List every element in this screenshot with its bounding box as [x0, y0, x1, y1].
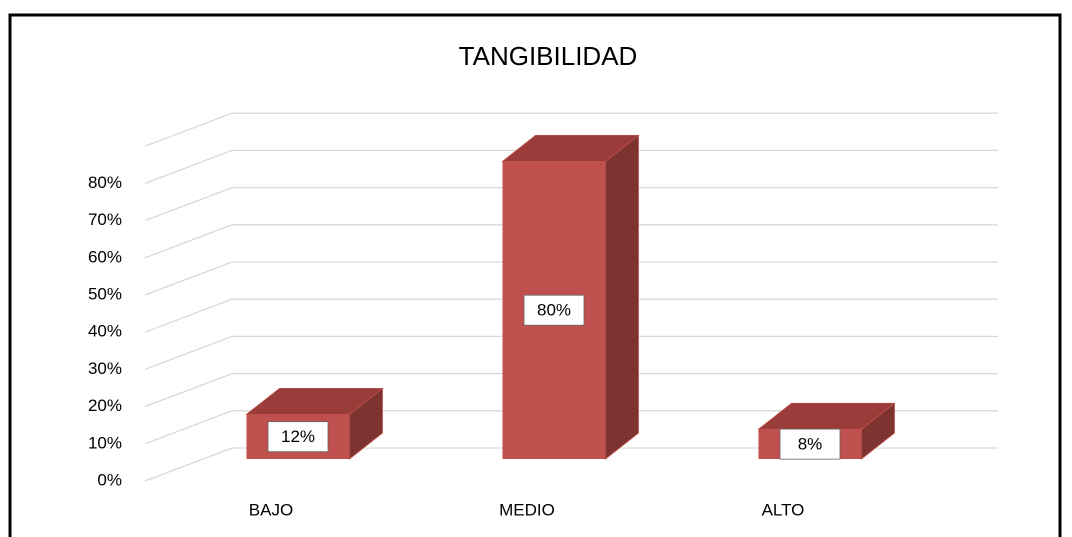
y-tick-label: 30%: [88, 359, 122, 378]
x-tick-label: BAJO: [249, 500, 293, 519]
value-label: 8%: [798, 435, 823, 454]
y-tick-label: 50%: [88, 284, 122, 303]
y-tick-label: 20%: [88, 396, 122, 415]
grid-line: [144, 224, 998, 259]
chart-frame: [8, 13, 1062, 537]
bar-side: [605, 134, 639, 460]
grid-line: [144, 261, 998, 296]
chart-title: TANGIBILIDAD: [459, 41, 638, 71]
value-label: 80%: [537, 301, 571, 320]
x-tick-label: MEDIO: [499, 500, 555, 519]
y-tick-label: 10%: [88, 433, 122, 452]
y-tick-label: 70%: [88, 210, 122, 229]
y-tick-label: 60%: [88, 247, 122, 266]
grid-line: [144, 112, 998, 147]
y-tick-label: 40%: [88, 322, 122, 341]
bar-top: [501, 135, 640, 162]
x-tick-label: ALTO: [762, 500, 805, 519]
bar-top: [245, 387, 384, 415]
grid-line: [144, 149, 998, 185]
y-tick-label: 0%: [97, 470, 122, 489]
value-label-box: [779, 428, 841, 460]
grid-line: [144, 298, 998, 333]
y-tick-label: 80%: [88, 173, 122, 192]
value-label-box: [267, 421, 329, 453]
grid-line: [144, 335, 998, 371]
grid-line: [144, 410, 998, 445]
grid-line: [144, 186, 998, 222]
value-label-box: [523, 294, 585, 326]
grid-line: [144, 372, 998, 408]
grid-line: [144, 447, 998, 482]
value-label: 12%: [281, 427, 315, 446]
